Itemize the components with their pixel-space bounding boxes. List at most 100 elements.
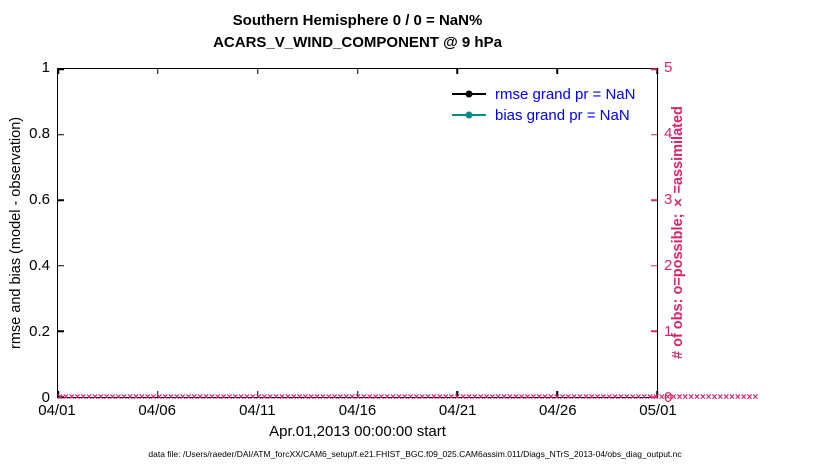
left-y-tick-label: 0: [41, 389, 50, 406]
assimilated-obs-marker: ×: [407, 392, 414, 403]
legend: rmse grand pr = NaN bias grand pr = NaN: [452, 84, 635, 125]
assimilated-obs-marker: ×: [395, 392, 402, 403]
assimilated-obs-marker: ×: [319, 392, 326, 403]
assimilated-obs-marker: ×: [360, 392, 367, 403]
assimilated-obs-marker: ×: [279, 392, 285, 403]
assimilated-obs-marker: ×: [471, 392, 478, 403]
assimilated-obs-marker: ×: [144, 392, 151, 403]
assimilated-obs-marker: ×: [699, 392, 706, 403]
assimilated-obs-marker: ×: [436, 392, 443, 403]
assimilated-obs-marker: ×: [366, 392, 373, 403]
assimilated-obs-marker: ×: [717, 392, 724, 403]
plot-title: Southern Hemisphere 0 / 0 = NaN%: [232, 12, 483, 29]
assimilated-obs-marker: ×: [647, 392, 654, 403]
legend-line-dot-marker: [452, 114, 486, 116]
left-y-tick-label: 0.6: [29, 191, 50, 208]
x-tick-mark: [456, 69, 459, 74]
assimilated-obs-marker: ×: [606, 392, 613, 403]
right-y-tick-label: 1: [664, 323, 673, 340]
assimilated-obs-marker: ×: [267, 392, 274, 403]
assimilated-obs-marker: ×: [419, 392, 426, 403]
assimilated-obs-marker: ×: [542, 392, 548, 403]
right-y-tick-mark: [651, 265, 657, 267]
assimilated-obs-marker: ×: [156, 392, 163, 403]
left-y-tick-label: 1: [41, 59, 50, 76]
x-tick-mark: [356, 69, 359, 74]
x-tick-mark: [456, 391, 459, 397]
left-y-tick-mark: [58, 330, 64, 333]
right-y-tick-label: 3: [664, 191, 673, 208]
assimilated-obs-marker: ×: [466, 392, 472, 403]
x-tick-mark: [157, 69, 159, 74]
x-tick-label: 04/06: [138, 402, 176, 419]
assimilated-obs-marker: ×: [208, 392, 215, 403]
assimilated-obs-marker: ×: [442, 392, 449, 403]
assimilated-obs-marker: ×: [413, 392, 420, 403]
x-tick-mark: [256, 69, 259, 74]
assimilated-obs-marker: ×: [658, 392, 665, 403]
x-tick-mark: [57, 69, 59, 74]
assimilated-obs-marker: ×: [518, 392, 525, 403]
assimilated-obs-marker: ×: [232, 392, 239, 403]
right-y-axis-label: # of obs: o=possible; ×=assimilated: [670, 106, 686, 360]
assimilated-obs-marker: ×: [530, 392, 537, 403]
assimilated-obs-marker: ×: [74, 392, 81, 403]
assimilated-obs-marker: ×: [664, 392, 671, 403]
assimilated-obs-marker: ×: [401, 392, 408, 403]
right-y-tick-mark: [651, 396, 657, 398]
assimilated-obs-marker: ×: [68, 392, 75, 403]
assimilated-obs-marker: ×: [284, 392, 291, 403]
assimilated-obs-marker: ×: [477, 392, 484, 403]
left-y-tick-label: 0.4: [29, 257, 50, 274]
assimilated-obs-marker: ×: [506, 392, 513, 403]
assimilated-obs-marker: ×: [109, 392, 116, 403]
x-tick-mark: [556, 69, 558, 74]
assimilated-obs-marker: ×: [273, 392, 280, 403]
assimilated-obs-marker: ×: [325, 392, 332, 403]
assimilated-obs-marker: ×: [390, 392, 396, 403]
assimilated-obs-marker: ×: [454, 392, 461, 403]
x-tick-mark: [356, 391, 359, 397]
assimilated-obs-marker: ×: [688, 392, 694, 403]
x-tick-mark: [57, 391, 59, 397]
obs-count-marker-row: × × × × × × × × × × × × × × × × × × × × × × × × × × × × × × × × × × × × × × × ×…: [57, 392, 758, 404]
assimilated-obs-marker: ×: [559, 392, 566, 403]
assimilated-obs-marker: ×: [641, 392, 648, 403]
right-y-tick-mark: [651, 199, 657, 201]
assimilated-obs-marker: ×: [197, 392, 204, 403]
assimilated-obs-marker: ×: [150, 392, 157, 403]
assimilated-obs-marker: ×: [57, 392, 63, 403]
assimilated-obs-marker: ×: [734, 392, 741, 403]
assimilated-obs-marker: ×: [676, 392, 683, 403]
x-tick-mark: [656, 69, 658, 74]
assimilated-obs-marker: ×: [173, 392, 180, 403]
assimilated-obs-marker: ×: [343, 392, 350, 403]
x-tick-mark: [256, 391, 259, 397]
assimilated-obs-marker: ×: [308, 392, 315, 403]
assimilated-obs-marker: ×: [612, 392, 618, 403]
x-tick-mark: [656, 391, 658, 397]
right-y-tick-label: 5: [664, 59, 673, 76]
legend-row: rmse grand pr = NaN: [452, 84, 635, 104]
assimilated-obs-marker: ×: [425, 392, 431, 403]
assimilated-obs-marker: ×: [62, 392, 69, 403]
assimilated-obs-marker: ×: [448, 392, 455, 403]
assimilated-obs-marker: ×: [682, 392, 689, 403]
assimilated-obs-marker: ×: [121, 392, 128, 403]
assimilated-obs-marker: ×: [705, 392, 712, 403]
left-y-tick-mark: [58, 265, 64, 267]
assimilated-obs-marker: ×: [600, 392, 607, 403]
left-y-tick-label: 0.8: [29, 125, 50, 142]
assimilated-obs-marker: ×: [431, 392, 437, 403]
assimilated-obs-marker: ×: [331, 392, 338, 403]
assimilated-obs-marker: ×: [214, 392, 221, 403]
assimilated-obs-marker: ×: [132, 392, 139, 403]
assimilated-obs-marker: ×: [103, 392, 110, 403]
legend-line-dot-marker: [452, 93, 486, 95]
assimilated-obs-marker: ×: [302, 392, 309, 403]
assimilated-obs-marker: ×: [577, 392, 583, 403]
assimilated-obs-marker: ×: [138, 392, 145, 403]
assimilated-obs-marker: ×: [349, 392, 356, 403]
assimilated-obs-marker: ×: [582, 392, 589, 403]
right-y-tick-label: 0: [664, 389, 673, 406]
